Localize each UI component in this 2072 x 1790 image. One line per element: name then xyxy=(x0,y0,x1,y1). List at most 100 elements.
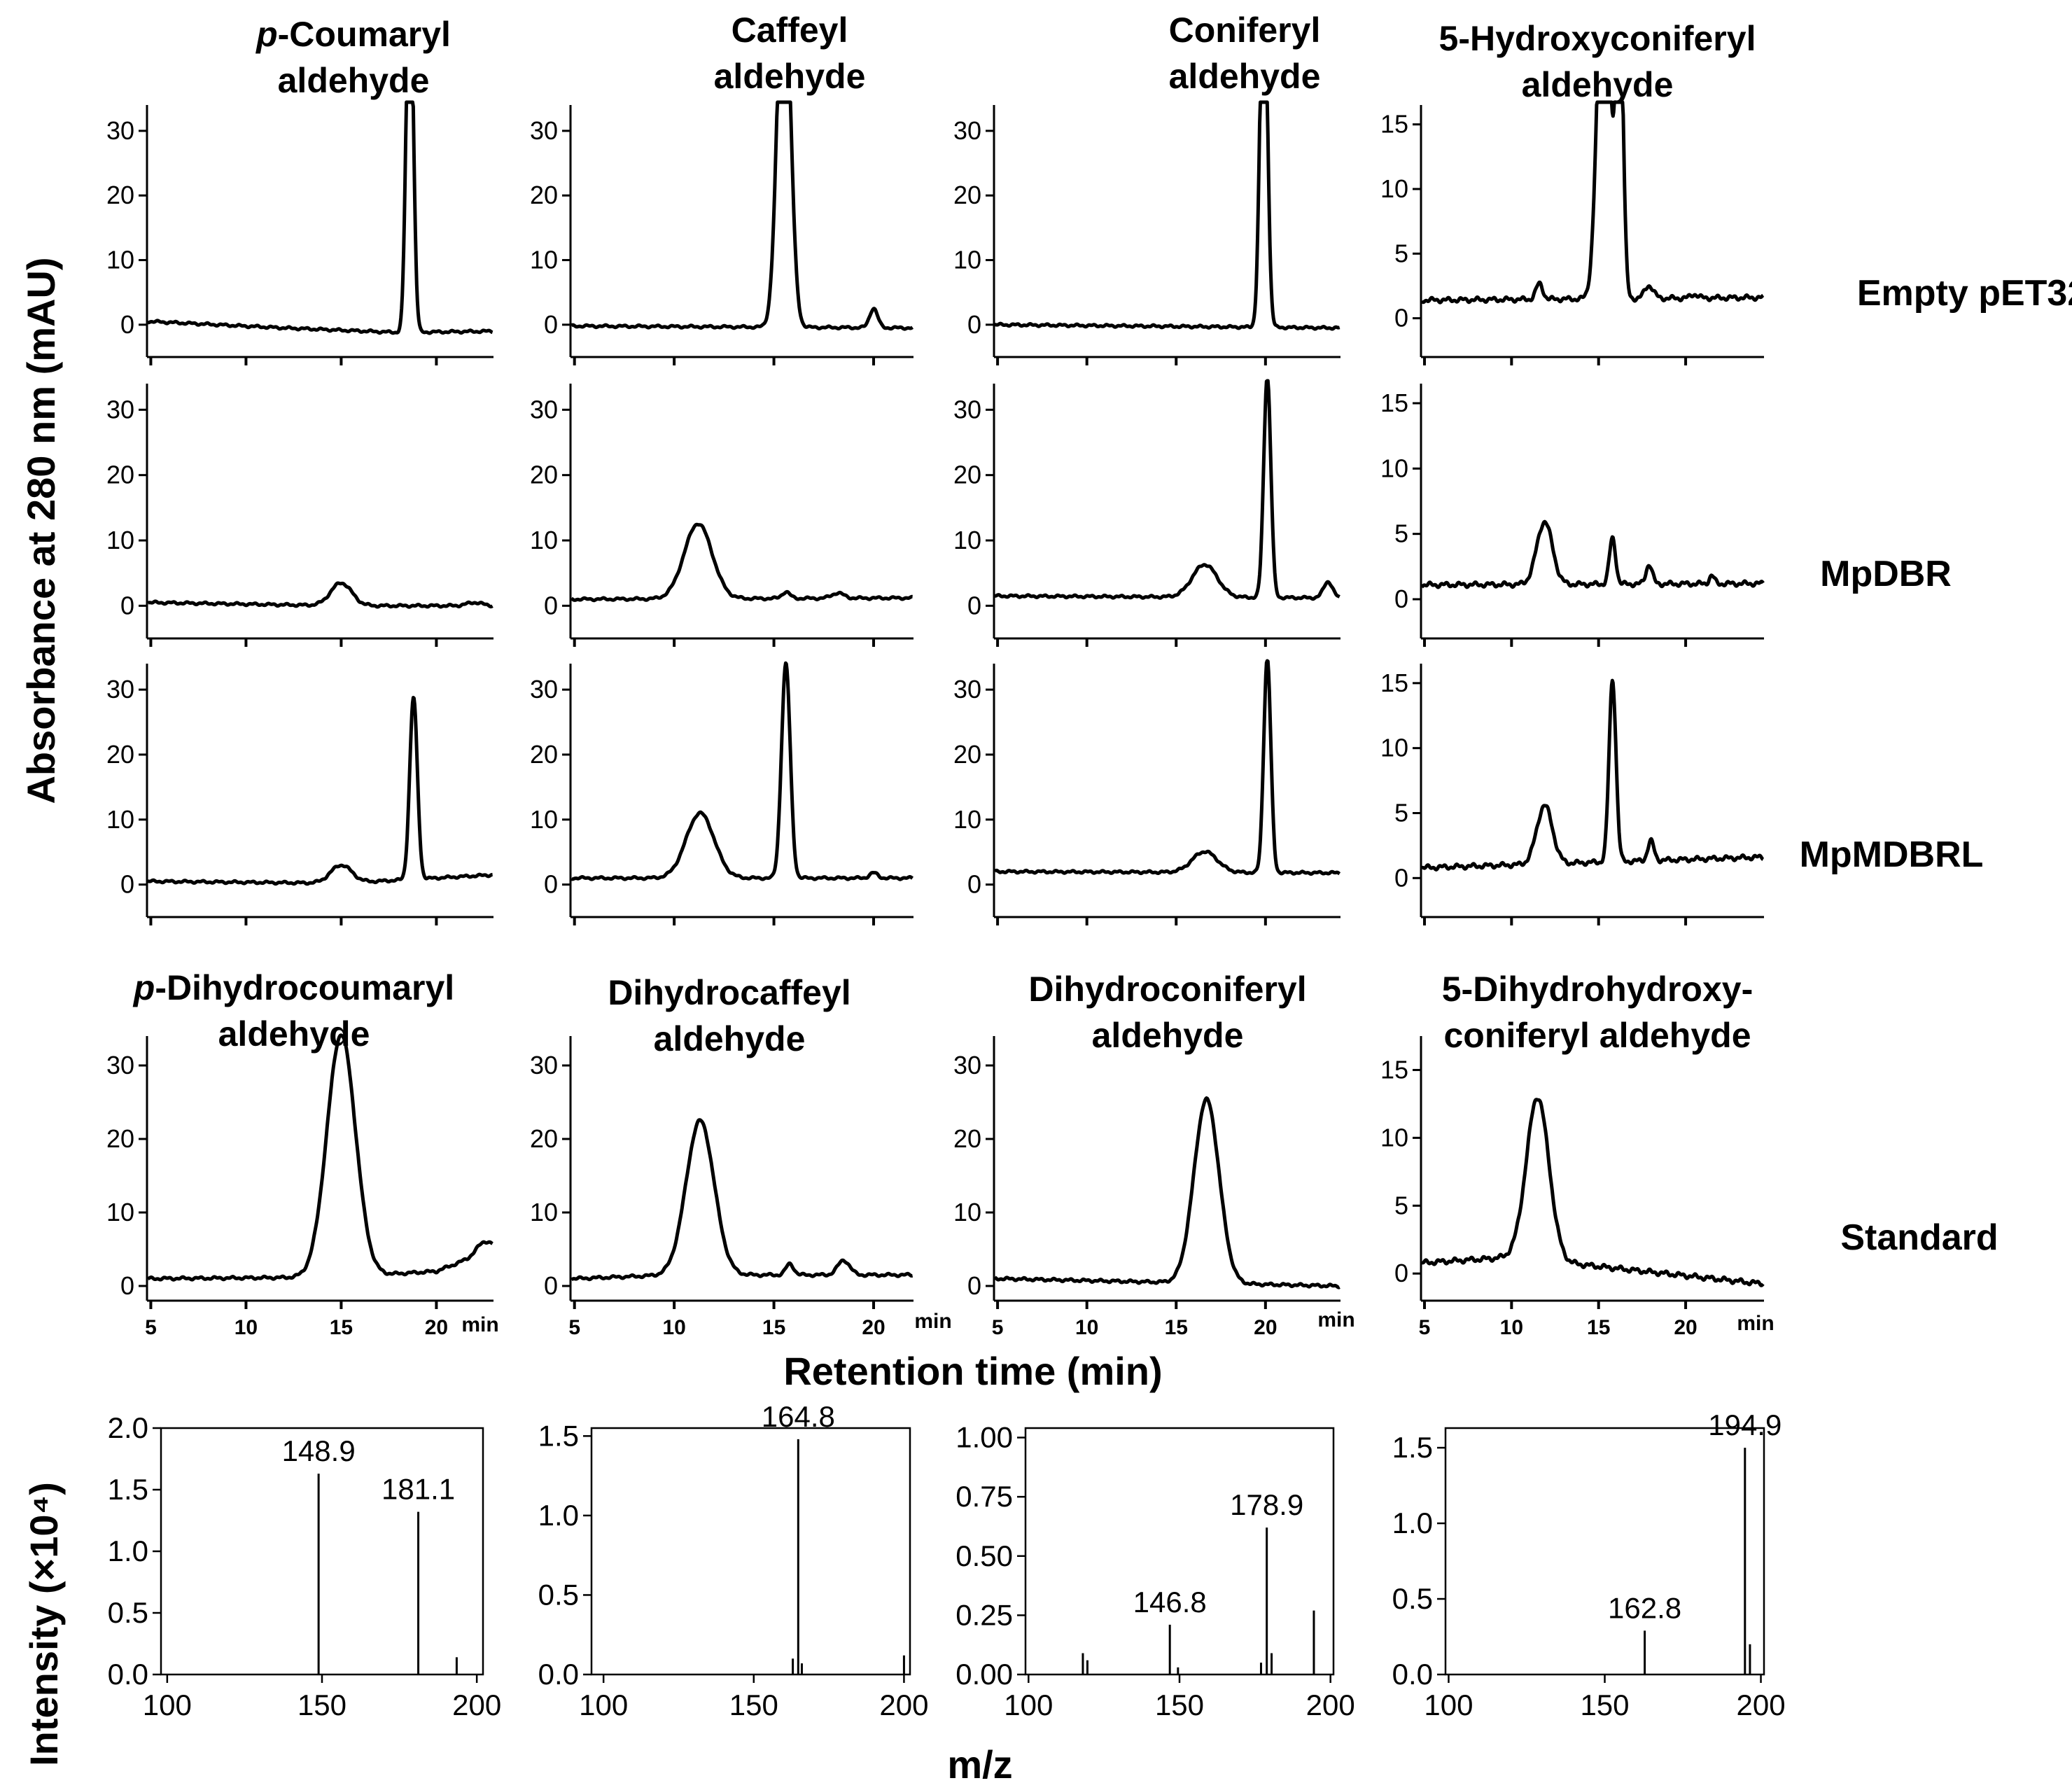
chromatogram-trace xyxy=(1420,1098,1765,1287)
y-tick-label: 0 xyxy=(1394,1259,1408,1287)
y-tick-label: 30 xyxy=(530,116,558,145)
y-tick-label: 20 xyxy=(530,740,558,769)
min-unit-1: min xyxy=(461,1313,498,1336)
x-tick-label: 5 xyxy=(1419,1316,1431,1339)
y-tick-label: 30 xyxy=(106,675,134,704)
chromatogram-panel: 0 5 10 15 xyxy=(1380,384,1765,647)
y-tick-label: 1.0 xyxy=(108,1534,148,1567)
y-tick-label: 0 xyxy=(544,1271,558,1300)
x-axis-label: Retention time (min) xyxy=(783,1349,1162,1393)
y-tick-label: 10 xyxy=(953,246,981,274)
y-tick-label: 30 xyxy=(106,116,134,145)
chromatogram-trace xyxy=(993,659,1341,876)
y-tick-label: 0 xyxy=(1394,585,1408,613)
y-tick-label: 0 xyxy=(967,870,981,899)
y-tick-label: 30 xyxy=(106,395,134,424)
chromatogram-panel: 0 5 10 15 xyxy=(1380,664,1765,925)
chromatogram-panel: 0 5 10 15 xyxy=(1380,100,1765,365)
y-tick-label: 10 xyxy=(530,246,558,274)
y-tick-label: 20 xyxy=(953,1124,981,1153)
x-tick-label: 20 xyxy=(862,1316,885,1339)
y-tick-label: 1.5 xyxy=(1392,1431,1433,1464)
y-tick-label: 20 xyxy=(953,461,981,489)
y-tick-label: 0 xyxy=(967,1271,981,1300)
chromatogram-panel: 0 10 20 30 xyxy=(530,100,914,365)
ms-peak-label: 146.8 xyxy=(1133,1586,1207,1618)
y-tick-label: 0 xyxy=(1394,304,1408,333)
x-tick-label: 15 xyxy=(1587,1316,1610,1339)
chromatogram-trace xyxy=(146,581,494,609)
ms-peak-label: 148.9 xyxy=(282,1434,356,1467)
chromatogram-panel: 0 10 20 30 xyxy=(530,661,914,925)
x-tick-label: 15 xyxy=(762,1316,785,1339)
y-tick-label: 30 xyxy=(106,1051,134,1079)
y-tick-label: 20 xyxy=(953,740,981,769)
chromatogram-panel: 0 10 20 30 5 10 15 20 xyxy=(953,1036,1341,1339)
x-tick-label: 200 xyxy=(1306,1688,1355,1721)
col-title-coniferyl-2: aldehyde xyxy=(1169,57,1321,96)
chromatogram-panel: 0 10 20 30 xyxy=(106,664,494,925)
x-tick-label: 150 xyxy=(729,1688,778,1721)
chromatogram-panel: 0 5 10 15 5 10 15 20 xyxy=(1380,1036,1765,1339)
chromatogram-panel: 0 10 20 30 5 10 15 20 xyxy=(530,1036,914,1339)
chromatogram-trace xyxy=(1420,678,1765,872)
y-tick-label: 15 xyxy=(1380,110,1408,139)
y-tick-label: 30 xyxy=(953,395,981,424)
y-tick-label: 5 xyxy=(1394,239,1408,267)
chromatogram-trace xyxy=(1420,519,1765,589)
y-tick-label: 15 xyxy=(1380,669,1408,697)
x-tick-label: 20 xyxy=(1674,1316,1697,1339)
x-tick-label: 150 xyxy=(1155,1688,1204,1721)
row-label-mpmdbrl: MpMDBRL xyxy=(1800,834,1984,875)
ms-frame xyxy=(590,1427,911,1676)
y-tick-label: 0.5 xyxy=(1392,1582,1433,1615)
min-unit-2: min xyxy=(914,1310,951,1333)
ms-peak-label: 181.1 xyxy=(382,1473,455,1506)
y-tick-label: 0.5 xyxy=(108,1596,148,1629)
y-tick-label: 20 xyxy=(106,740,134,769)
x-tick-label: 20 xyxy=(1254,1316,1277,1339)
mass-spectrum-panel: 0.00 0.25 0.50 0.75 1.00 100 150 200 146.8 178.9 xyxy=(955,1421,1354,1721)
y-tick-label: 10 xyxy=(106,1198,134,1226)
y-tick-label: 20 xyxy=(106,1124,134,1153)
x-tick-label: 15 xyxy=(1165,1316,1188,1339)
y-tick-label: 30 xyxy=(953,1051,981,1079)
x-tick-label: 20 xyxy=(425,1316,448,1339)
x-tick-label: 200 xyxy=(879,1688,928,1721)
y-tick-label: 0 xyxy=(544,310,558,339)
y-tick-label: 0 xyxy=(967,591,981,620)
y-tick-label: 1.5 xyxy=(538,1419,579,1452)
y-tick-label: 20 xyxy=(530,1124,558,1153)
col-title-dihydrocaffeyl: Dihydrocaffeyl xyxy=(608,973,850,1012)
chromatogram-trace xyxy=(570,1118,914,1282)
y-tick-label: 0 xyxy=(120,591,134,620)
y-tick-label: 5 xyxy=(1394,1191,1408,1219)
y-tick-label: 15 xyxy=(1380,1055,1408,1084)
chromatogram-trace xyxy=(1420,100,1765,305)
y-tick-label: 1.0 xyxy=(1392,1506,1433,1539)
col-title-dihydrocaffeyl-2: aldehyde xyxy=(654,1019,806,1058)
col-title-dihydrocoumaryl: p-Dihydrocoumaryl xyxy=(132,968,454,1007)
chromatogram-trace xyxy=(146,696,494,886)
col-title-dihydroconiferyl-2: aldehyde xyxy=(1092,1016,1244,1055)
ms-peak-label: 164.8 xyxy=(762,1400,835,1433)
y-tick-label: 0 xyxy=(120,1271,134,1300)
col-title-coumaryl-2: aldehyde xyxy=(278,61,430,100)
ms-peak-label: 194.9 xyxy=(1708,1408,1782,1441)
col-title-dihydrohydroxyconiferyl-2: coniferyl aldehyde xyxy=(1443,1016,1751,1055)
row-label-standard: Standard xyxy=(1840,1217,1998,1258)
chromatogram-trace xyxy=(146,100,494,335)
y-axis-label: Absorbance at 280 nm (mAU) xyxy=(19,257,63,804)
ms-peak-label: 178.9 xyxy=(1230,1488,1303,1521)
chromatogram-trace xyxy=(993,1096,1341,1289)
chromatogram-panel: 0 10 20 30 xyxy=(106,384,494,647)
y-tick-label: 1.5 xyxy=(108,1473,148,1506)
mass-spectrum-panel: 0.0 0.5 1.0 1.5 100 150 200 164.8 xyxy=(538,1400,929,1721)
y-tick-label: 0.75 xyxy=(955,1480,1013,1513)
y-tick-label: 0.0 xyxy=(1392,1658,1433,1691)
chromatogram-panel: 0 10 20 30 xyxy=(530,384,914,647)
y-tick-label: 10 xyxy=(1380,454,1408,482)
y-tick-label: 10 xyxy=(953,1198,981,1226)
y-tick-label: 10 xyxy=(530,805,558,834)
